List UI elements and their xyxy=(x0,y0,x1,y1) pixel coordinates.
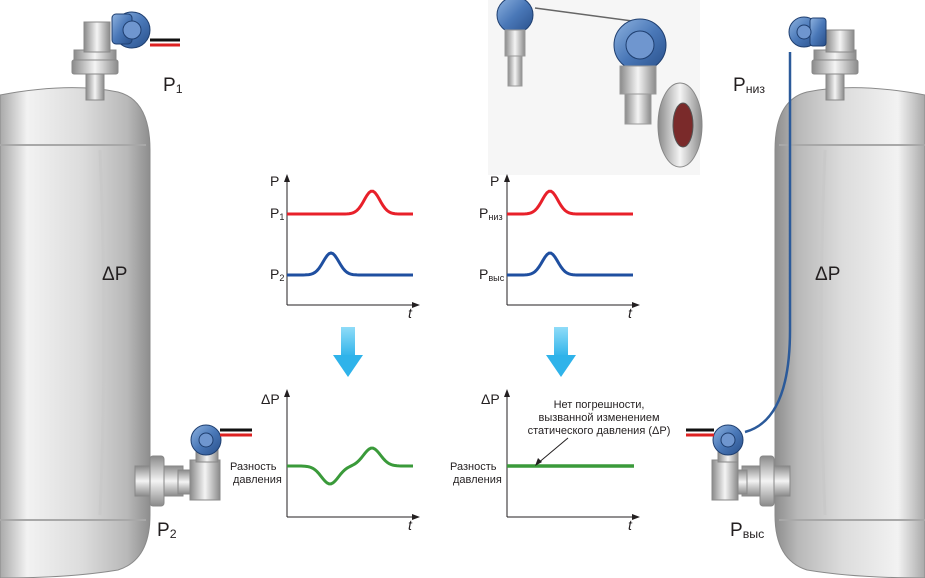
chart-rb-note-line-3: статического давления (ΔP) xyxy=(527,425,671,437)
chart-rb-x-axis-label: t xyxy=(628,517,632,533)
chart-lb-line-label-1: Разность xyxy=(230,461,277,473)
chart-rb-note-line-1: Нет погрешности, xyxy=(553,399,645,411)
series-line-p1 xyxy=(287,189,413,216)
chart-left-bottom xyxy=(284,389,420,520)
right-tank-p-top-label: Pниз xyxy=(733,75,766,96)
chart-rt-y-axis-label: P xyxy=(490,173,500,189)
left-tank-delta-label: ΔP xyxy=(102,264,128,285)
left-tank-p-top-label: P1 xyxy=(163,75,183,96)
note-pointer xyxy=(536,437,569,465)
right-tank-p-bottom-label: Pвыс xyxy=(730,520,765,541)
chart-rt-series-2-label: Pвыс xyxy=(479,266,505,283)
chart-rb-note-line-2: вызванной изменением xyxy=(538,412,660,424)
chart-lb-y-axis-label: ΔP xyxy=(261,391,280,407)
capillary-line xyxy=(744,52,792,434)
series-line-p-high xyxy=(507,251,633,277)
series-line-p-low xyxy=(507,189,633,216)
down-arrow-right xyxy=(546,327,576,377)
chart-rb-line-label-1: Разность xyxy=(450,461,497,473)
transmitter-photo xyxy=(488,0,703,175)
chart-lb-x-axis-label: t xyxy=(408,517,412,533)
chart-left-top xyxy=(284,174,420,308)
left-tank-p-bottom-label: P2 xyxy=(157,520,177,541)
down-arrow-left xyxy=(333,327,363,377)
chart-lt-x-axis-label: t xyxy=(408,305,412,321)
left-tank xyxy=(0,87,151,578)
chart-rb-line-label-2: давления xyxy=(453,474,502,486)
right-bottom-transmitter xyxy=(686,424,791,507)
chart-rb-note: Нет погрешности, вызванной изменением ст… xyxy=(514,399,684,438)
chart-rb-y-axis-label: ΔP xyxy=(481,391,500,407)
chart-right-bottom xyxy=(504,389,640,520)
chart-right-top xyxy=(504,174,640,308)
right-top-transmitter xyxy=(788,16,859,101)
series-line-p2 xyxy=(287,251,413,277)
left-top-transmitter xyxy=(71,11,180,101)
chart-rt-series-1-label: Pниз xyxy=(479,205,503,222)
chart-rt-x-axis-label: t xyxy=(628,305,632,321)
left-bottom-transmitter xyxy=(134,424,252,507)
series-line-dp-left xyxy=(287,446,413,486)
chart-lt-series-2-label: P2 xyxy=(270,266,285,283)
chart-lb-line-label-2: давления xyxy=(233,474,282,486)
chart-lt-y-axis-label: P xyxy=(270,173,280,189)
right-tank xyxy=(774,87,925,578)
right-tank-delta-label: ΔP xyxy=(815,264,841,285)
chart-lt-series-1-label: P1 xyxy=(270,205,285,222)
